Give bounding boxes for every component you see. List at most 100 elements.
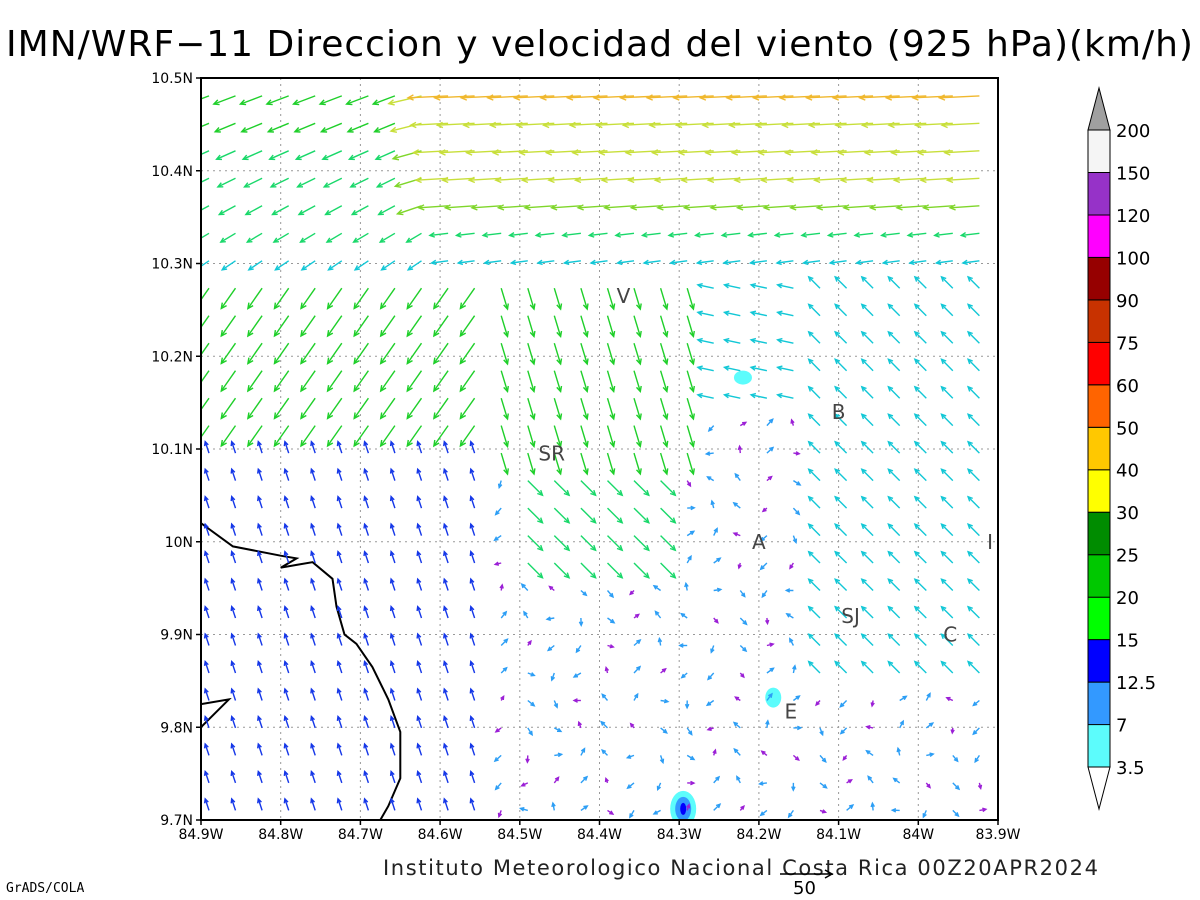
wind-vector [389,659,396,674]
wind-vector [454,232,475,238]
colorbar-swatch [1087,384,1111,428]
wind-vector [568,121,608,129]
wind-vector [406,315,423,338]
wind-vector [469,797,476,811]
colorbar-label: 3.5 [1116,758,1145,779]
wind-vector [363,659,370,674]
colorbar-swatch [1087,129,1111,173]
wind-vector [527,672,536,677]
wind-vector [819,754,827,764]
wind-speed-shading [670,370,782,820]
wind-vector [834,660,848,674]
wind-vector [443,797,449,811]
wind-vector [686,288,695,311]
wind-vector [925,692,931,701]
wind-vector [527,370,536,394]
wind-vector [834,605,848,619]
wind-vector [467,176,502,184]
wind-vector [441,176,475,184]
wind-vector [201,95,210,100]
wind-vector [776,283,794,289]
wind-vector [657,636,663,646]
wind-vector [633,535,650,552]
wind-vector [580,452,589,476]
wind-vector [890,807,900,813]
wind-vector [273,315,290,338]
colorbar-min-cap [1087,766,1111,811]
wind-vector [257,659,263,674]
wind-vector [659,425,669,449]
wind-vector [353,425,369,448]
wind-vector [660,562,677,579]
wind-vector [520,583,529,591]
wind-vector [300,260,316,271]
wind-vector [523,610,529,619]
wind-vector [230,467,237,481]
colorbar-label: 120 [1116,206,1150,227]
station-label-b: B [832,400,846,424]
shade-cell [733,370,752,385]
wind-vector [246,425,263,448]
wind-vector [416,714,423,729]
wind-vector [416,495,423,509]
wind-vector [695,259,714,266]
wind-vector [406,397,423,420]
wind-vector [913,495,927,509]
wind-vector [656,782,662,792]
wind-vector [336,577,343,591]
wind-vector [908,259,927,266]
wind-vector [432,287,449,310]
wind-vector [416,577,423,591]
wind-vector [395,205,422,216]
wind-vector [759,809,768,817]
wind-vector [913,523,927,537]
wind-vector [469,714,476,729]
wind-vector [527,398,536,421]
wind-vector [310,550,316,564]
wind-vector [940,303,954,317]
wind-vector [509,259,528,266]
wind-vector [834,275,848,289]
wind-vector [483,259,502,266]
wind-vector [373,122,396,133]
wind-vector [553,776,560,784]
wind-vector [527,562,544,579]
wind-vector [940,495,954,509]
wind-vector [633,507,650,524]
lon-tick-label: 83.9W [975,827,1020,843]
wind-vector [212,95,236,106]
wind-vector [527,425,536,449]
wind-vector [807,303,821,317]
wind-vector [887,413,901,427]
wind-vector [792,535,798,545]
lon-tick-label: 84.2W [736,827,781,843]
wind-vector [626,176,661,184]
wind-vector [469,659,476,674]
wind-vector [230,522,237,536]
wind-vector [353,287,369,310]
wind-vector [406,370,423,393]
wind-vector [527,452,536,476]
wind-vector [371,95,396,106]
wind-vector [318,95,343,106]
wind-vector [709,204,741,211]
wind-vector [350,205,369,216]
wind-vector [534,232,555,238]
wind-vector [493,754,502,763]
wind-vector [347,150,369,161]
coastline [201,522,402,820]
wind-vector [687,505,696,511]
wind-vector [527,727,533,737]
wind-vector [553,397,563,421]
wind-vector [616,259,635,266]
lat-tick-label: 10.5N [151,71,193,87]
wind-vector [283,467,290,481]
wind-vector [389,522,396,536]
wind-vector [536,259,555,266]
wind-vector [815,204,847,211]
wind-vector [272,232,290,243]
wind-vector [686,754,696,761]
lat-tick-label: 10.4N [151,164,193,180]
wind-vector [363,714,370,729]
wind-vector [800,232,821,238]
